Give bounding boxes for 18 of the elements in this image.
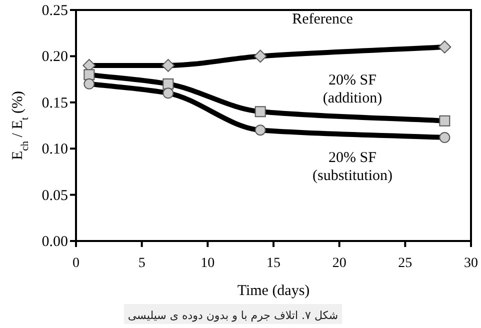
y-tick-label: 0.15 [42,95,68,112]
y-tick-label: 0.20 [42,49,68,66]
x-tick-label: 0 [72,256,80,271]
y-tick-label: 0.25 [42,3,68,19]
x-axis-title: Time (days) [237,283,310,299]
series-label: 20% SF (addition) [322,72,382,106]
series-label: 20% SF (substitution) [312,150,393,184]
x-tick-label: 30 [464,256,478,271]
x-tick-label: 20 [332,256,346,271]
y-tick-label: 0.10 [42,142,68,158]
x-tick-label: 5 [138,256,146,271]
series-label: Reference [292,12,354,28]
x-tick-label: 25 [398,256,412,271]
text: شکل ۷. اتلاف جرم با و بدون دوده ی سیلیسی [128,309,338,322]
y-tick-label: 0.00 [42,234,68,250]
y-tick-label: 0.05 [42,188,68,204]
x-tick-label: 10 [200,256,215,271]
x-tick-label: 15 [266,256,280,271]
